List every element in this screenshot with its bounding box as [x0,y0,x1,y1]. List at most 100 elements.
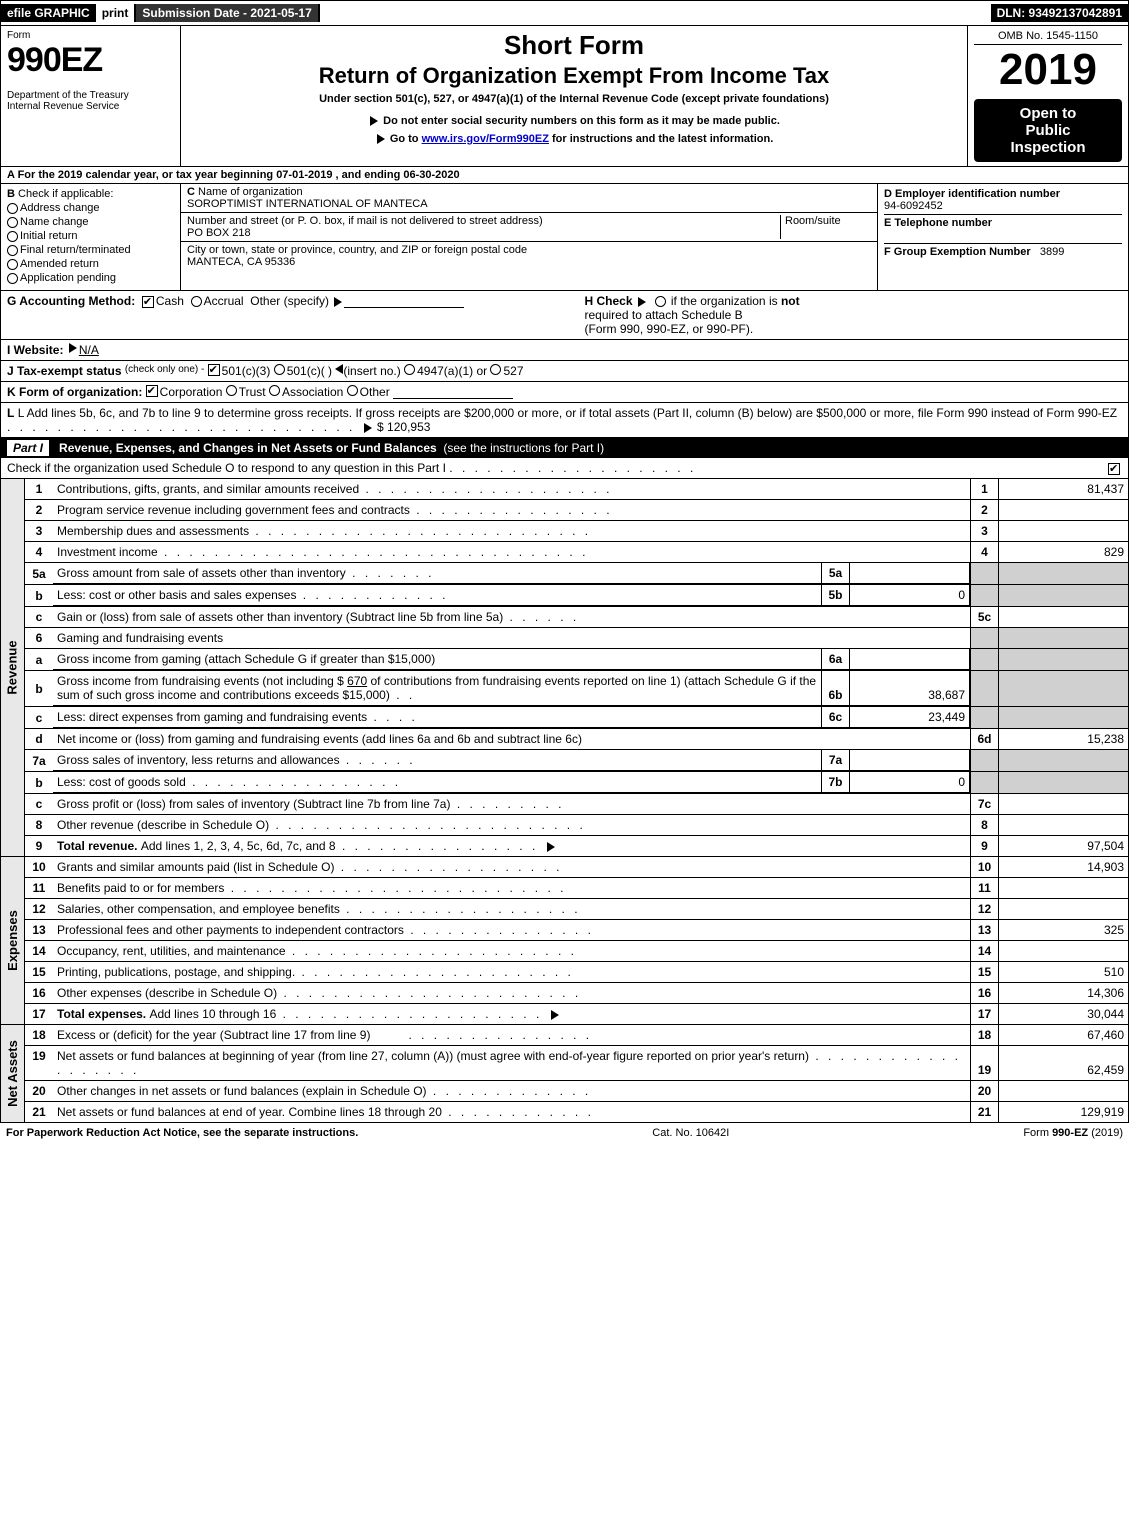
line-3: 3Membership dues and assessments . . . .… [25,521,1129,542]
header-right: OMB No. 1545-1150 2019 Open to Public In… [968,26,1128,166]
cb-4947[interactable] [404,364,415,375]
form-ref: Form 990-EZ (2019) [1023,1127,1123,1139]
arrow-icon [377,134,385,144]
amt-8 [999,815,1129,836]
cb-schedule-o[interactable] [1108,463,1120,475]
line-18: 18Excess or (deficit) for the year (Subt… [25,1025,1129,1046]
amt-3 [999,521,1129,542]
line-7c: cGross profit or (loss) from sales of in… [25,794,1129,815]
col-c: C Name of organization SOROPTIMIST INTER… [181,184,878,290]
amt-6d: 15,238 [999,729,1129,750]
amt-18: 67,460 [999,1025,1129,1046]
line-2: 2Program service revenue including gover… [25,500,1129,521]
omb-number: OMB No. 1545-1150 [974,30,1122,45]
print-button[interactable]: print [96,4,137,22]
revenue-label: Revenue [1,479,25,857]
cb-other-org[interactable] [347,385,358,396]
cb-amended-return[interactable]: Amended return [7,258,174,270]
cb-trust[interactable] [226,385,237,396]
line-6a: aGross income from gaming (attach Schedu… [25,649,1129,671]
col-d: D Employer identification number 94-6092… [878,184,1128,290]
page-footer: For Paperwork Reduction Act Notice, see … [0,1123,1129,1143]
arrow-icon [551,1010,559,1020]
d-ein-row: D Employer identification number 94-6092… [884,186,1122,215]
website-value: N/A [79,343,99,357]
cb-501c3[interactable] [208,364,220,376]
line-5b: bLess: cost or other basis and sales exp… [25,585,1129,607]
arrow-icon [547,842,555,852]
line-7a: 7aGross sales of inventory, less returns… [25,750,1129,772]
cb-name-change[interactable]: Name change [7,216,174,228]
line-5a: 5aGross amount from sale of assets other… [25,563,1129,585]
bcd-block: B Check if applicable: Address change Na… [0,184,1129,291]
cb-address-change[interactable]: Address change [7,202,174,214]
val-6c: 23,449 [850,707,970,728]
h-schedule-b: H Check if the organization is not requi… [545,294,1123,336]
amt-21: 129,919 [999,1102,1129,1123]
line-8: 8Other revenue (describe in Schedule O) … [25,815,1129,836]
amt-15: 510 [999,962,1129,983]
revenue-section: Revenue 1Contributions, gifts, grants, a… [0,479,1129,857]
org-city: MANTECA, CA 95336 [187,256,295,268]
line-9: 9Total revenue. Add lines 1, 2, 3, 4, 5c… [25,836,1129,857]
pra-notice: For Paperwork Reduction Act Notice, see … [6,1127,358,1139]
cb-final-return[interactable]: Final return/terminated [7,244,174,256]
line-16: 16Other expenses (describe in Schedule O… [25,983,1129,1004]
cb-schedule-b[interactable] [655,296,666,307]
other-org-field[interactable] [393,385,513,399]
cb-501c[interactable] [274,364,285,375]
dept-label: Department of the Treasury [7,90,174,101]
amt-12 [999,899,1129,920]
expenses-section: Expenses 10Grants and similar amounts pa… [0,857,1129,1025]
line-17: 17Total expenses. Add lines 10 through 1… [25,1004,1129,1025]
amt-20 [999,1081,1129,1102]
amt-2 [999,500,1129,521]
irs-label: Internal Revenue Service [7,101,174,112]
amt-17: 30,044 [999,1004,1129,1025]
cb-cash[interactable] [142,296,154,308]
line-13: 13Professional fees and other payments t… [25,920,1129,941]
line-6b: bGross income from fundraising events (n… [25,671,1129,707]
net-assets-label: Net Assets [1,1025,25,1123]
cb-initial-return[interactable]: Initial return [7,230,174,242]
c-name-row: C Name of organization SOROPTIMIST INTER… [181,184,877,213]
amt-1: 81,437 [999,479,1129,500]
val-6a [850,649,970,670]
row-a-tax-year: A For the 2019 calendar year, or tax yea… [0,167,1129,184]
cb-application-pending[interactable]: Application pending [7,272,174,284]
top-bar: efile GRAPHIC print Submission Date - 20… [0,0,1129,26]
form-number: 990EZ [7,41,174,80]
cb-association[interactable] [269,385,280,396]
form-word: Form [7,30,174,41]
arrow-icon [370,116,378,126]
line-15: 15Printing, publications, postage, and s… [25,962,1129,983]
accounting-other-field[interactable] [344,294,464,308]
line-6d: dNet income or (loss) from gaming and fu… [25,729,1129,750]
amt-14 [999,941,1129,962]
k-org-form-row: K Form of organization: Corporation Trus… [0,382,1129,403]
left-arrow-icon [335,364,343,374]
amt-9: 97,504 [999,836,1129,857]
line-20: 20Other changes in net assets or fund ba… [25,1081,1129,1102]
expenses-table: 10Grants and similar amounts paid (list … [25,857,1129,1025]
b-label: B [7,188,15,200]
header-left: Form 990EZ Department of the Treasury In… [1,26,181,166]
val-5a [850,563,970,584]
line-5c: cGain or (loss) from sale of assets othe… [25,607,1129,628]
col-b: B Check if applicable: Address change Na… [1,184,181,290]
line-7b: bLess: cost of goods sold . . . . . . . … [25,772,1129,794]
header-mid: Short Form Return of Organization Exempt… [181,26,968,166]
arrow-icon [69,343,77,353]
irs-link[interactable]: www.irs.gov/Form990EZ [422,133,549,145]
cb-527[interactable] [490,364,501,375]
c-street-row: Number and street (or P. O. box, if mail… [181,213,877,242]
short-form-title: Short Form [187,30,961,61]
amt-16: 14,306 [999,983,1129,1004]
cb-accrual[interactable] [191,296,202,307]
open-to-public: Open to Public Inspection [974,99,1122,162]
j-tax-status-row: J Tax-exempt status (check only one) - 5… [0,361,1129,382]
form-subtitle: Under section 501(c), 527, or 4947(a)(1)… [187,93,961,105]
c-city-row: City or town, state or province, country… [181,242,877,270]
cb-corporation[interactable] [146,385,158,397]
amt-10: 14,903 [999,857,1129,878]
